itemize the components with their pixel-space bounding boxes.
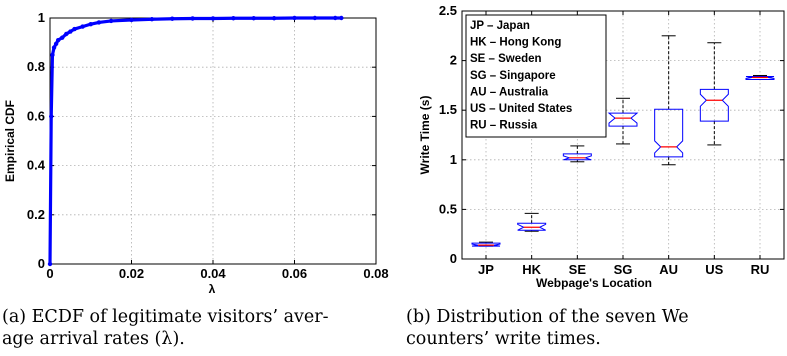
ecdf-x-tick-label: 0.04: [200, 266, 226, 281]
ecdf-gridlines: [50, 18, 376, 264]
legend-entry: HK – Hong Kong: [470, 37, 561, 49]
ecdf-data-point: [231, 16, 236, 21]
boxplot-ticks: 0 0.5 1 1.5 2 2.5 JP HK SE SG AU US RU: [439, 3, 784, 277]
boxplot-y-tick-label: 0.5: [439, 201, 457, 216]
legend-box: [465, 14, 607, 138]
caption-b-line-1: (b) Distribution of the seven We: [406, 307, 689, 327]
box-au: [654, 35, 684, 166]
box-body: [699, 88, 729, 122]
ecdf-data-point: [129, 17, 134, 23]
legend-entry: SE – Sweden: [470, 53, 542, 65]
ecdf-x-tick-label: 0: [46, 266, 53, 281]
boxplot-y-tick-label: 0: [450, 251, 457, 266]
ecdf-data-point: [170, 16, 175, 21]
ecdf-data-point: [108, 18, 114, 24]
box-body: [562, 153, 592, 161]
ecdf-y-tick-label: 0.6: [27, 108, 45, 123]
ecdf-data-point: [80, 24, 85, 29]
ecdf-data-point: [312, 15, 318, 21]
box-body: [745, 75, 775, 80]
caption-a-line-2: age arrival rates (λ).: [2, 329, 185, 349]
legend-entry: US – United States: [470, 103, 572, 115]
ecdf-data-point: [251, 16, 256, 21]
ecdf-data-point: [51, 45, 57, 50]
boxplot-category-label: RU: [751, 262, 770, 277]
boxplot-y-tick-label: 1: [450, 152, 457, 167]
ecdf-data-point: [64, 31, 69, 37]
legend-entry: AU – Australia: [470, 86, 549, 98]
caption-b-line-2: counters’ write times.: [406, 329, 601, 349]
box-body: [471, 242, 501, 247]
boxplot-category-label: AU: [659, 262, 678, 277]
boxplot-category-label: SG: [614, 262, 633, 277]
ecdf-data-point: [68, 29, 73, 34]
ecdf-data-point: [271, 16, 277, 21]
ecdf-chart: 0 0.02 0.04 0.06 0.08 0 0.2 0.4 0.6 0.8 1 λ Empiri…: [3, 10, 389, 296]
legend-entry: RU – Russia: [470, 120, 538, 132]
caption-a-line-1: (a) ECDF of legitimate visitors’ aver-: [2, 307, 329, 327]
ecdf-data-point: [72, 26, 77, 32]
legend-entry: JP – Japan: [470, 20, 530, 32]
ecdf-data-point: [60, 35, 65, 40]
boxplot-y-tick-label: 1.5: [439, 102, 457, 117]
ecdf-data-point: [339, 15, 344, 21]
ecdf-data-point: [55, 37, 61, 43]
ecdf-data-point: [49, 114, 54, 119]
figure: 0 0.02 0.04 0.06 0.08 0 0.2 0.4 0.6 0.8 1 λ Empiri…: [3, 3, 785, 296]
ecdf-data-point: [292, 15, 297, 21]
ecdf-data-point: [53, 41, 59, 47]
boxplot-y-tick-label: 2: [450, 53, 457, 68]
box-body: [517, 222, 547, 231]
ecdf-data-point: [210, 16, 216, 21]
caption-a: (a) ECDF of legitimate visitors’ aver- a…: [2, 306, 329, 350]
ecdf-y-tick-label: 1: [38, 10, 45, 25]
ecdf-data-point: [50, 52, 55, 58]
ecdf-ticks: 0 0.02 0.04 0.06 0.08 0 0.2 0.4 0.6 0.8 1: [27, 10, 389, 281]
legend-entry: SG – Singapore: [470, 70, 556, 82]
boxplot-chart: 0 0.5 1 1.5 2 2.5 JP HK SE SG AU US RU JP – Japan HK …: [418, 3, 785, 290]
ecdf-y-tick-label: 0.8: [27, 59, 45, 74]
ecdf-data-point: [149, 17, 155, 22]
box-hk: [517, 212, 547, 232]
box-body: [607, 112, 639, 127]
box-ru: [745, 74, 775, 80]
ecdf-data-point: [88, 21, 93, 27]
ecdf-data-point: [47, 261, 53, 267]
boxplot-x-axis-label: Webpage's Location: [536, 276, 652, 290]
boxplot-boxes: [471, 35, 775, 247]
boxplot-category-label: HK: [522, 262, 541, 277]
ecdf-x-tick-label: 0.08: [363, 266, 388, 281]
box-body: [654, 108, 684, 158]
box-se: [562, 145, 592, 163]
boxplot-y-tick-label: 2.5: [439, 3, 457, 18]
ecdf-y-axis-label: Empirical CDF: [3, 100, 17, 182]
boxplot-category-label: SE: [569, 262, 587, 277]
ecdf-series: [47, 15, 344, 267]
boxplot-category-label: JP: [478, 262, 494, 277]
ecdf-data-point: [96, 20, 102, 25]
boxplot-category-label: US: [705, 262, 723, 277]
caption-b: (b) Distribution of the seven We counter…: [406, 306, 787, 350]
boxplot-y-axis-label: Write Time (s): [418, 96, 432, 175]
box-sg: [607, 97, 639, 145]
ecdf-data-point: [190, 16, 195, 21]
ecdf-y-tick-label: 0: [38, 256, 45, 271]
ecdf-x-tick-label: 0.02: [119, 266, 144, 281]
box-jp: [471, 241, 501, 247]
box-us: [699, 42, 729, 146]
ecdf-x-axis-label: λ: [209, 282, 216, 296]
ecdf-y-tick-label: 0.4: [27, 158, 46, 173]
boxplot-legend: JP – Japan HK – Hong Kong SE – Sweden SG – …: [465, 14, 607, 138]
ecdf-x-tick-label: 0.06: [282, 266, 307, 281]
ecdf-data-point: [333, 15, 338, 21]
ecdf-y-tick-label: 0.2: [27, 207, 45, 222]
